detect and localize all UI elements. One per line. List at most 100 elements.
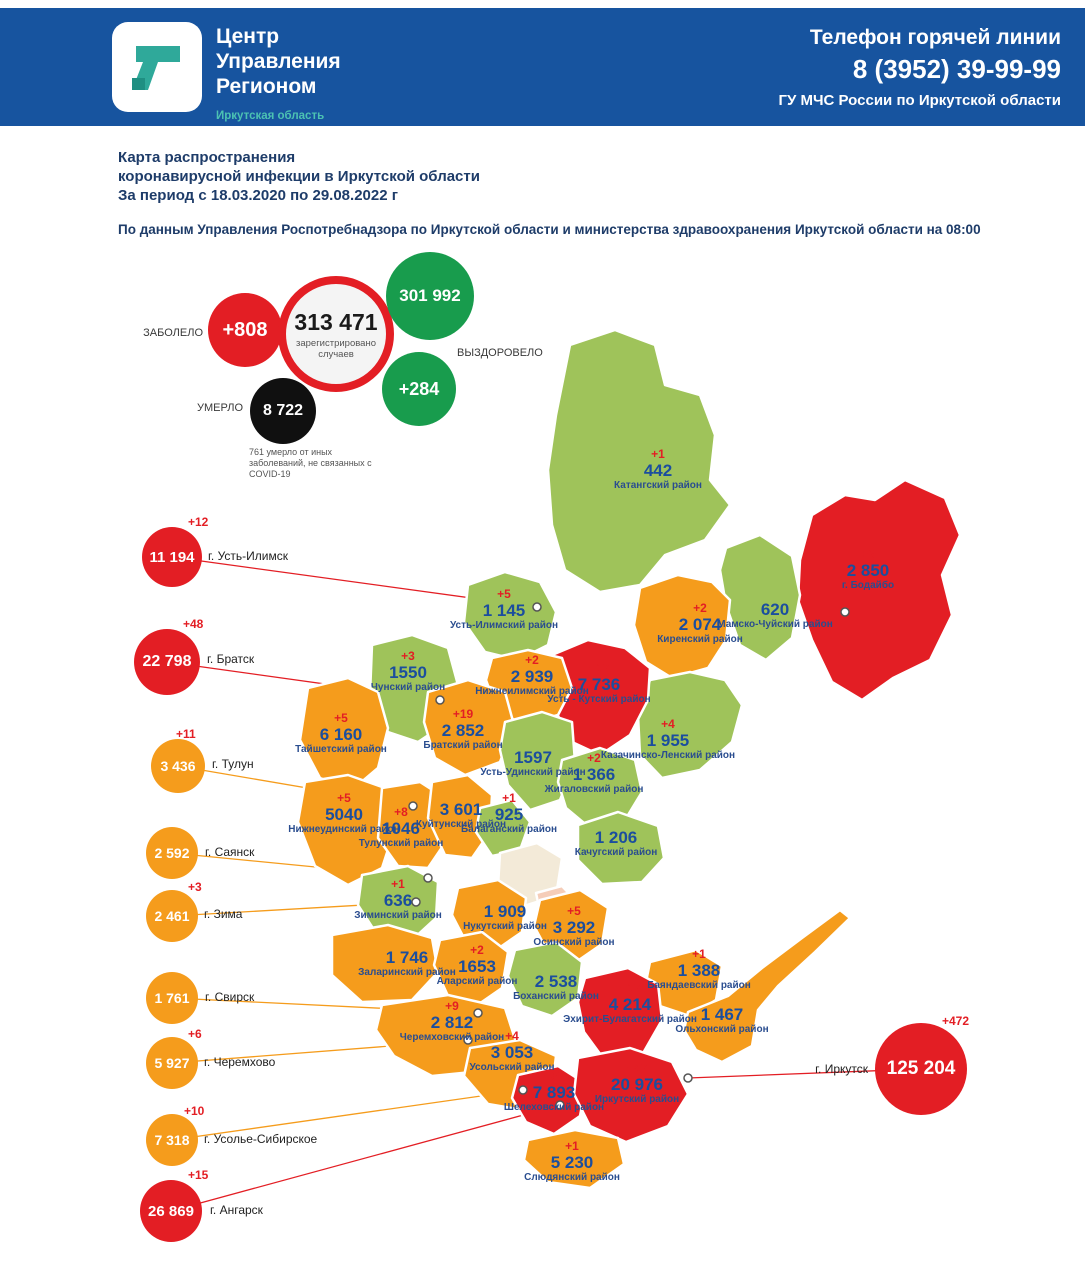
district-label-kuitunsky: 3 601 Куйтунский район xyxy=(415,800,507,830)
title-line2: коронавирусной инфекции в Иркутской обла… xyxy=(118,168,480,185)
logo-line2: Управления xyxy=(216,50,341,73)
district-label-usolsky: +4 3 053 Усольский район xyxy=(469,1029,555,1074)
title-block: Карта распространения коронавирусной инф… xyxy=(118,148,981,239)
callout-line-usolye xyxy=(171,1089,524,1141)
city-marker-dot xyxy=(411,897,421,907)
city-circle-irkutsk: 125 204 xyxy=(875,1023,967,1115)
district-shape-kachugsky xyxy=(576,810,666,886)
district-label-bayandaevsky: +1 1 388 Баяндаевский район xyxy=(647,947,751,992)
city-delta: +3 xyxy=(188,880,202,894)
district-label-irkutsky: +47 20 976 Иркутский район xyxy=(594,1061,680,1106)
district-shape-kazachinsko-lensky xyxy=(636,670,744,780)
district-shape-taishetsky xyxy=(298,676,390,792)
district-shape-nizhneudinsky xyxy=(296,773,398,887)
logo-text: Центр Управления Регионом Иркутская обла… xyxy=(216,24,341,129)
header-bar: Центр Управления Регионом Иркутская обла… xyxy=(0,8,1085,126)
city-marker-dot xyxy=(435,695,445,705)
district-shape-kuitunsky xyxy=(426,773,494,860)
registered-label: зарегистрировано случаев xyxy=(296,337,376,360)
city-delta: +12 xyxy=(188,515,209,529)
city-circle-ust-ilimsk: 11 194 xyxy=(142,527,202,587)
recovered-label: ВЫЗДОРОВЕЛО xyxy=(457,347,543,359)
logo-region: Иркутская область xyxy=(216,110,325,122)
city-name: г. Усолье-Сибирское xyxy=(204,1132,318,1146)
city-marker-dot xyxy=(532,602,542,612)
city-name: г. Усть-Илимск xyxy=(208,549,288,563)
city-marker-dot xyxy=(473,1008,483,1018)
district-shape-mamsko-chuisky xyxy=(718,533,802,662)
city-delta: +15 xyxy=(188,1168,209,1182)
city-circle-bratsk: 22 798 xyxy=(134,629,200,695)
district-label-olkhonsky: 1 467 Ольхонский район xyxy=(675,1005,769,1035)
city-marker-dot xyxy=(463,1035,473,1045)
district-label-taishetsky: +5 6 160 Тайшетский район xyxy=(295,711,387,756)
district-shape-slyudyansky xyxy=(522,1128,626,1190)
district-label-bodaibo: +3 2 850 г. Бодайбо xyxy=(841,547,895,592)
sick-label: ЗАБОЛЕЛО xyxy=(143,327,203,339)
district-shape-ust-udinsky xyxy=(498,710,577,812)
district-label-nizhneudinsky: +5 5040 Нижнеудинский район xyxy=(288,791,400,836)
district-shape-irkutsky xyxy=(572,1046,690,1144)
district-label-bokhansky: 2 538 Боханский район xyxy=(513,972,599,1002)
hotline-block: Телефон горячей линии 8 (3952) 39-99-99 … xyxy=(779,26,1061,109)
district-label-nizhneilimsky: +2 2 939 Нижнеилимский район xyxy=(475,653,589,698)
city-circle-usolye-sibirskoye: 7 318 xyxy=(146,1114,198,1166)
district-label-zalarinsky: 1 746 Заларинский район xyxy=(358,948,456,978)
district-shape-kirensky xyxy=(632,573,732,680)
district-label-kachugsky: 1 206 Качугский район xyxy=(574,828,658,858)
district-label-chunsky: +3 1550 Чунский район xyxy=(370,649,446,694)
died-note: 761 умерло от иных заболеваний, не связа… xyxy=(249,447,372,479)
district-label-katangsky: +1 442 Катангский район xyxy=(614,447,702,492)
district-label-ekhirit-bulagatsky: +17 4 214 Эхирит-Булагатский район xyxy=(563,981,697,1026)
district-label-nukutsky: 1 909 Нукутский район xyxy=(463,902,547,932)
district-shape-bokhansky xyxy=(506,940,584,1018)
hotline-org: ГУ МЧС России по Иркутской области xyxy=(778,92,1061,109)
title-line3: За период с 18.03.2020 по 29.08.2022 г xyxy=(118,187,398,204)
district-label-ust-udinsky: 1597 Усть-Удинский район xyxy=(480,748,586,778)
district-label-osinsky: +5 3 292 Осинский район xyxy=(533,904,615,949)
city-marker-dot xyxy=(683,1073,693,1083)
city-circle-cheremkhovo: 5 927 xyxy=(146,1037,198,1089)
district-label-slyudyansky: +1 5 230 Слюдянский район xyxy=(524,1139,620,1184)
district-label-mamsko-chuisky: 620 Мамско-Чуйский район xyxy=(717,600,833,630)
city-name: г. Свирск xyxy=(205,990,255,1004)
logo-line3: Регионом xyxy=(216,75,317,98)
city-name: г. Саянск xyxy=(205,845,255,859)
logo-line1: Центр xyxy=(216,25,280,48)
city-name: г. Зима xyxy=(204,907,243,921)
district-shape-katangsky xyxy=(546,328,732,594)
city-name: г. Братск xyxy=(207,652,255,666)
district-shape-bratsky xyxy=(422,678,516,777)
sick-delta-circle: +808 xyxy=(208,293,282,367)
district-label-ust-ilimsky: +5 1 145 Усть-Илимский район xyxy=(449,587,559,632)
recovered-delta-circle: +284 xyxy=(382,352,456,426)
city-circle-sayansk: 2 592 xyxy=(146,827,198,879)
city-marker-dot xyxy=(518,1085,528,1095)
city-name: г. Тулун xyxy=(212,757,254,771)
district-shape-zalarinsky xyxy=(330,923,440,1004)
registered-circle: 313 471 зарегистрировано случаев xyxy=(278,276,394,392)
registered-value: 313 471 xyxy=(294,308,378,335)
district-label-shelekhovsky: +67 7 893 Шелеховский район xyxy=(503,1069,605,1114)
city-name: г. Ангарск xyxy=(210,1203,263,1217)
city-circle-tulun: 3 436 xyxy=(151,739,205,793)
callout-line-angarsk xyxy=(170,1104,561,1212)
city-circle-svirsk: 1 761 xyxy=(146,972,198,1024)
city-marker-dot xyxy=(408,801,418,811)
district-shape-ust-ilimsky xyxy=(462,570,558,662)
city-marker-dot xyxy=(840,607,850,617)
district-shape-bodaibinsky xyxy=(796,478,962,702)
city-delta: +48 xyxy=(183,617,204,631)
city-circle-angarsk: 26 869 xyxy=(140,1180,202,1242)
recovered-circle: 301 992 xyxy=(386,252,474,340)
title-line1: Карта распространения xyxy=(118,149,296,166)
hotline-phone: 8 (3952) 39-99-99 xyxy=(852,54,1061,84)
district-label-tulunsky: +8 1046 Тулунский район xyxy=(358,805,444,850)
data-source-line: По данным Управления Роспотребнадзора по… xyxy=(118,222,981,237)
died-circle: 8 722 xyxy=(250,378,316,444)
district-label-cheremkhovsky: +9 2 812 Черемховский район xyxy=(399,999,505,1044)
district-label-balagansky: +1 925 Балаганский район xyxy=(460,791,558,836)
city-name: г. Черемхово xyxy=(204,1055,276,1069)
